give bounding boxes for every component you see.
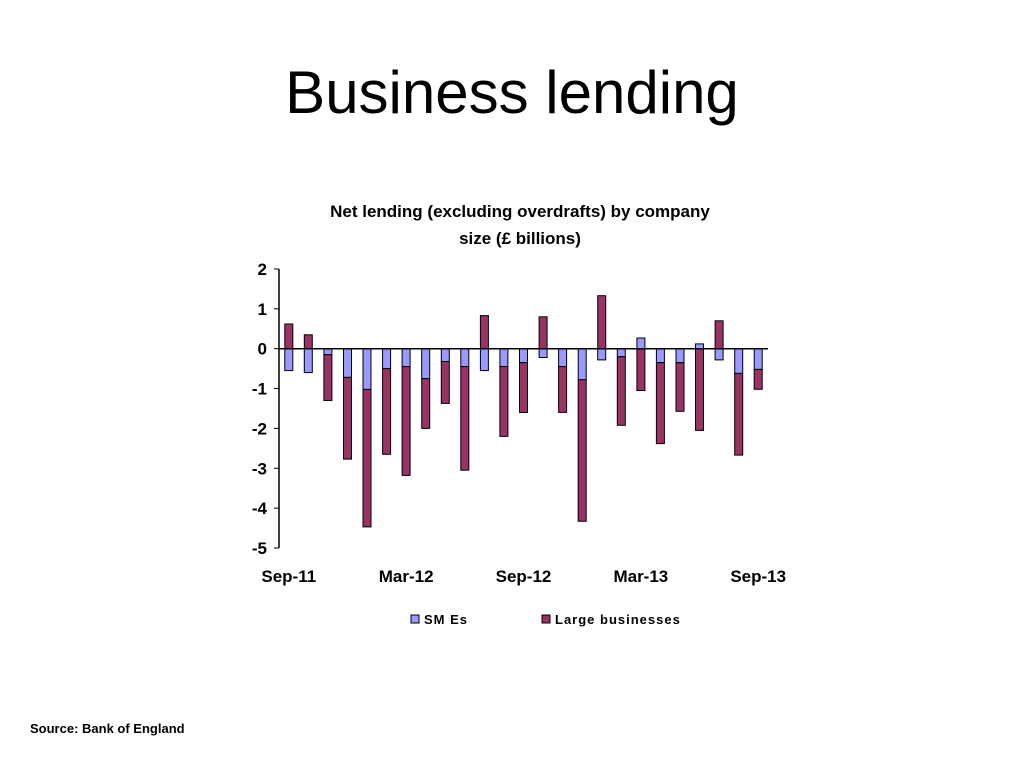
- bar-smes-jan-13: [597, 348, 607, 361]
- chart-title-line-2: size (£ billions): [459, 229, 581, 248]
- y-tick-label: 0: [258, 340, 267, 359]
- bar-smes-may-12: [440, 348, 450, 363]
- bar-smes-apr-13: [655, 348, 665, 364]
- x-tick-label: Mar-13: [613, 567, 668, 586]
- bar-large-jan-12: [362, 388, 372, 528]
- y-tick-label: -2: [252, 419, 267, 438]
- bar-large-dec-11: [343, 376, 352, 460]
- bar-smes-jul-13: [714, 348, 724, 361]
- bar-smes-mar-13: [636, 337, 646, 350]
- bar-smes-may-13: [675, 348, 685, 364]
- y-tick-label: -5: [252, 539, 267, 558]
- legend-swatch-smes: [410, 614, 420, 624]
- y-tick-label: -3: [252, 459, 267, 478]
- bar-smes-jun-12: [460, 348, 470, 368]
- bar-smes-aug-13: [734, 348, 744, 374]
- bar-smes-oct-11: [303, 348, 313, 374]
- bar-smes-feb-12: [382, 348, 392, 370]
- chart-title-line-1: Net lending (excluding overdrafts) by co…: [330, 202, 710, 221]
- bar-smes-dec-11: [343, 348, 352, 378]
- bar-smes-apr-12: [421, 348, 431, 380]
- legend-label-large: Large businesses: [555, 612, 681, 627]
- bar-large-mar-13: [636, 348, 646, 392]
- y-tick-label: -1: [252, 380, 267, 399]
- source-note: Source: Bank of England: [30, 721, 185, 736]
- bar-smes-oct-12: [538, 348, 548, 359]
- bar-large-mar-12: [401, 366, 411, 476]
- bar-large-apr-12: [421, 378, 431, 429]
- bar-smes-feb-13: [616, 348, 626, 358]
- x-tick-label: Sep-13: [730, 567, 786, 586]
- bar-large-feb-13: [616, 356, 626, 426]
- x-tick-label: Mar-12: [379, 567, 434, 586]
- chart-title: Net lending (excluding overdrafts) by co…: [270, 198, 770, 252]
- bar-smes-sep-12: [519, 348, 528, 364]
- bar-smes-jan-12: [362, 348, 372, 390]
- bar-large-nov-11: [323, 354, 333, 402]
- bar-large-oct-12: [538, 316, 548, 350]
- bar-large-sep-11: [284, 323, 294, 350]
- bar-large-sep-13: [753, 368, 763, 390]
- bars-group: [284, 295, 763, 528]
- bar-large-jul-13: [714, 320, 724, 350]
- legend-label-smes: SM Es: [424, 612, 468, 627]
- bar-large-may-12: [440, 361, 450, 404]
- bar-large-jun-12: [460, 366, 470, 471]
- y-tick-label: 1: [258, 300, 267, 319]
- x-tick-label: Sep-11: [261, 567, 316, 586]
- axes-group: 2 1 0 -1 -2 -3 -4 -5 Sep-11 Mar-12 Sep-12 Mar-13 Sep…: [252, 260, 786, 586]
- bar-smes-jul-12: [479, 348, 489, 372]
- legend: SM Es Large businesses: [410, 612, 681, 627]
- legend-swatch-large: [541, 614, 551, 624]
- bar-large-aug-13: [734, 372, 744, 456]
- bar-smes-nov-11: [323, 348, 333, 356]
- bar-large-sep-12: [519, 362, 528, 414]
- bar-large-feb-12: [382, 368, 392, 455]
- x-tick-label: Sep-12: [496, 567, 552, 586]
- bar-smes-dec-12: [577, 348, 587, 381]
- bar-large-jun-13: [695, 348, 704, 431]
- y-tick-label: -4: [252, 499, 268, 518]
- bar-large-aug-12: [499, 366, 509, 437]
- bar-large-nov-12: [558, 366, 568, 413]
- bar-smes-mar-12: [401, 348, 411, 368]
- bar-large-dec-12: [577, 379, 587, 522]
- bar-large-apr-13: [655, 362, 665, 445]
- bar-large-jan-13: [597, 295, 607, 350]
- slide-title: Business lending: [285, 59, 739, 126]
- y-tick-label: 2: [258, 260, 267, 279]
- bar-large-jul-12: [479, 315, 489, 350]
- bar-smes-nov-12: [558, 348, 568, 368]
- bar-smes-aug-12: [499, 348, 509, 368]
- bar-large-oct-11: [303, 334, 313, 350]
- bar-large-may-13: [675, 362, 685, 412]
- bar-smes-sep-11: [284, 348, 294, 372]
- bar-smes-sep-13: [753, 348, 763, 370]
